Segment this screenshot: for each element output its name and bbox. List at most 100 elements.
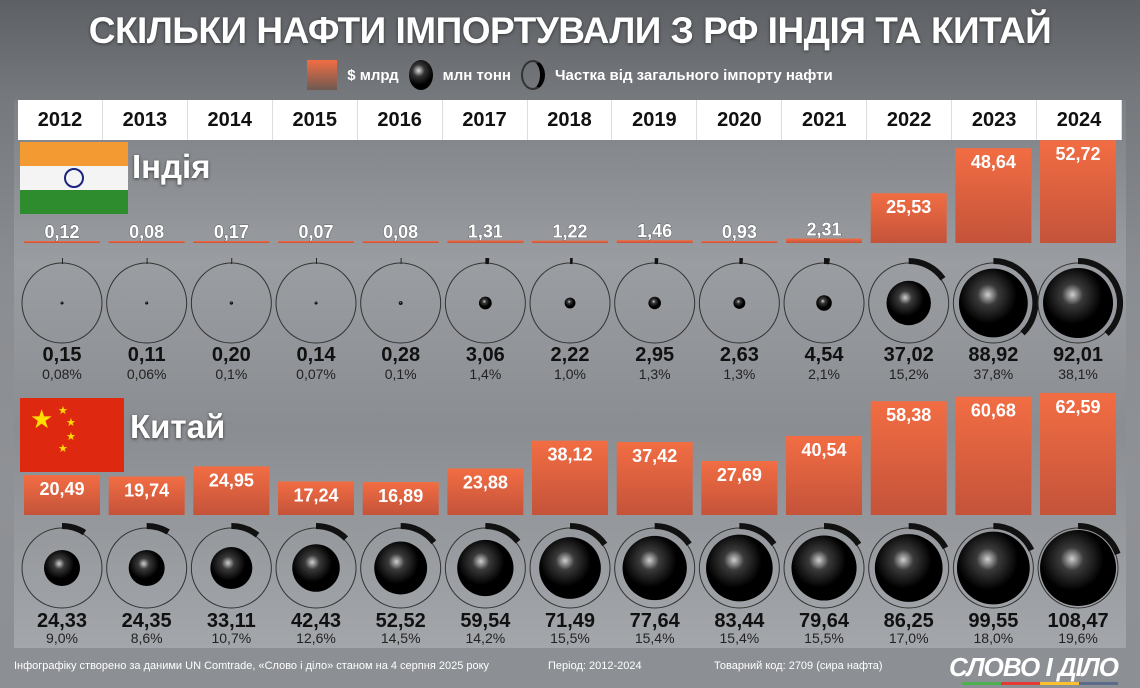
bar-usd <box>701 241 778 243</box>
bar-value-label: 38,12 <box>547 445 592 465</box>
share-value-label: 19,6% <box>1058 630 1098 646</box>
share-arc <box>569 523 608 547</box>
share-value-label: 0,06% <box>127 366 167 382</box>
bar-usd <box>108 241 185 243</box>
bar-value-label: 0,93 <box>722 222 757 242</box>
china-flag-icon: ★ ★ ★ ★ ★ <box>20 398 124 472</box>
volume-value-label: 33,11 <box>207 610 256 632</box>
volume-value-label: 88,92 <box>968 344 1018 366</box>
volume-ball <box>622 535 687 601</box>
year-label: 2022 <box>867 100 953 140</box>
volume-value-label: 24,33 <box>37 610 87 632</box>
volume-ball <box>956 531 1030 605</box>
volume-value-label: 86,25 <box>884 610 934 632</box>
share-value-label: 9,0% <box>46 630 78 646</box>
year-label: 2014 <box>188 100 273 140</box>
volume-value-label: 108,47 <box>1047 610 1108 632</box>
volume-ball <box>44 550 80 586</box>
year-label: 2024 <box>1037 100 1122 140</box>
volume-value-label: 77,64 <box>630 610 681 632</box>
legend-share-label: Частка від загального імпорту нафти <box>554 66 833 84</box>
bar-value-label: 27,69 <box>717 465 762 485</box>
bar-usd <box>616 240 693 243</box>
bar-value-label: 1,31 <box>468 221 503 241</box>
bar-usd <box>701 461 778 515</box>
volume-ball <box>1040 530 1117 606</box>
volume-ball <box>791 535 857 601</box>
volume-ball <box>539 537 601 599</box>
share-arc <box>739 523 777 546</box>
volume-ball <box>816 295 832 311</box>
share-value-label: 2,1% <box>808 366 840 382</box>
share-value-label: 1,3% <box>639 366 671 382</box>
volume-ball <box>733 297 746 309</box>
bar-usd <box>1040 140 1117 243</box>
volume-value-label: 4,54 <box>805 344 845 366</box>
year-label: 2023 <box>952 100 1038 140</box>
share-value-label: 0,08% <box>42 366 82 382</box>
bar-value-label: 0,17 <box>214 222 249 242</box>
bar-value-label: 37,42 <box>632 446 677 466</box>
share-value-label: 14,5% <box>381 630 421 646</box>
legend: $ млрд млн тонн Частка від загального ім… <box>0 60 1140 90</box>
bar-value-label: 2,31 <box>807 219 842 239</box>
share-arc <box>654 523 692 546</box>
volume-value-label: 2,22 <box>551 344 590 366</box>
bar-usd <box>1040 392 1117 515</box>
volume-ball <box>1043 268 1114 338</box>
volume-value-label: 99,55 <box>968 610 1018 632</box>
share-arc <box>993 523 1035 552</box>
bar-usd <box>278 241 355 243</box>
share-arc <box>823 523 862 547</box>
volume-ball <box>60 301 64 305</box>
bar-usd <box>532 240 609 243</box>
bar-value-label: 62,59 <box>1056 397 1101 417</box>
volume-ball <box>648 296 661 310</box>
share-arc <box>231 523 260 538</box>
share-value-label: 15,2% <box>889 366 929 382</box>
bar-value-label: 16,89 <box>378 486 423 506</box>
year-label: 2017 <box>443 100 528 140</box>
volume-ball <box>706 534 773 602</box>
bar-usd <box>24 475 100 515</box>
volume-value-label: 0,11 <box>128 344 166 366</box>
share-value-label: 0,07% <box>296 366 336 382</box>
share-arc <box>908 258 946 281</box>
bar-value-label: 24,95 <box>209 470 254 490</box>
share-value-label: 8,6% <box>131 630 163 646</box>
share-arc <box>61 523 87 536</box>
share-arc <box>315 523 349 541</box>
volume-value-label: 52,52 <box>376 610 426 632</box>
volume-value-label: 0,14 <box>297 344 337 366</box>
page-title: СКІЛЬКИ НАФТИ ІМПОРТУВАЛИ З РФ ІНДІЯ ТА … <box>88 10 1052 51</box>
bar-usd <box>278 481 355 515</box>
india-label: Індія <box>132 148 211 185</box>
product-code-note: Товарний код: 2709 (сира нафта) <box>714 660 883 672</box>
share-value-label: 15,4% <box>635 630 675 646</box>
volume-value-label: 0,15 <box>43 344 82 366</box>
volume-value-label: 83,44 <box>714 610 765 632</box>
share-value-label: 1,4% <box>469 366 501 382</box>
logo: СЛОВО І ДІЛО <box>949 652 1119 682</box>
volume-ball <box>292 544 340 592</box>
bar-value-label: 58,38 <box>886 405 931 425</box>
bar-value-label: 19,74 <box>124 481 169 501</box>
volume-value-label: 59,54 <box>460 610 511 632</box>
volume-value-label: 3,06 <box>466 344 505 366</box>
year-label: 2016 <box>358 100 443 140</box>
bar-value-label: 0,08 <box>383 222 418 242</box>
bar-value-label: 60,68 <box>971 401 1016 421</box>
legend-ball-icon <box>408 60 433 90</box>
volume-value-label: 0,20 <box>212 344 251 366</box>
source-note: Інфографіку створено за даними UN Comtra… <box>14 660 490 672</box>
share-value-label: 14,2% <box>465 630 505 646</box>
share-value-label: 12,6% <box>296 630 336 646</box>
share-value-label: 0,1% <box>215 366 247 382</box>
year-header: 2012 2013 2014 2015 2016 2017 2018 2019 … <box>18 100 1122 140</box>
bar-value-label: 0,07 <box>298 222 333 242</box>
share-value-label: 18,0% <box>974 630 1014 646</box>
bar-usd <box>447 240 524 243</box>
share-value-label: 0,1% <box>385 366 417 382</box>
share-value-label: 37,8% <box>974 366 1014 382</box>
